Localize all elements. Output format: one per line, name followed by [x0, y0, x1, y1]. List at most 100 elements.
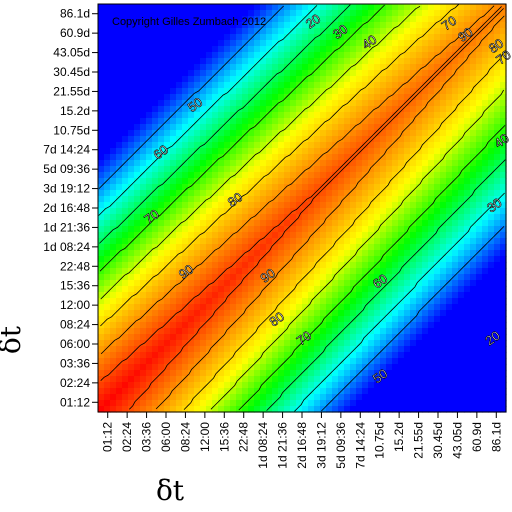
- heatmap-cell: [248, 328, 255, 335]
- heatmap-cell: [170, 328, 177, 335]
- heatmap-cell: [200, 148, 207, 155]
- heatmap-cell: [194, 298, 201, 305]
- heatmap-cell: [362, 88, 369, 95]
- heatmap-cell: [314, 358, 321, 365]
- heatmap-cell: [470, 238, 477, 245]
- heatmap-cell: [248, 118, 255, 125]
- heatmap-cell: [464, 112, 471, 119]
- heatmap-cell: [140, 16, 147, 23]
- heatmap-cell: [500, 262, 507, 269]
- heatmap-cell: [302, 178, 309, 185]
- heatmap-cell: [230, 136, 237, 143]
- heatmap-cell: [488, 382, 495, 389]
- heatmap-cell: [464, 316, 471, 323]
- heatmap-cell: [164, 40, 171, 47]
- heatmap-cell: [332, 52, 339, 59]
- heatmap-cell: [284, 70, 291, 77]
- heatmap-cell: [458, 298, 465, 305]
- heatmap-cell: [422, 322, 429, 329]
- heatmap-cell: [182, 328, 189, 335]
- heatmap-cell: [188, 88, 195, 95]
- heatmap-cell: [146, 202, 153, 209]
- heatmap-cell: [470, 154, 477, 161]
- heatmap-cell: [254, 112, 261, 119]
- heatmap-cell: [122, 256, 129, 263]
- heatmap-cell: [164, 346, 171, 353]
- heatmap-cell: [224, 382, 231, 389]
- heatmap-cell: [452, 10, 459, 17]
- heatmap-cell: [488, 58, 495, 65]
- heatmap-cell: [314, 142, 321, 149]
- heatmap-cell: [176, 184, 183, 191]
- heatmap-cell: [146, 358, 153, 365]
- heatmap-cell: [188, 160, 195, 167]
- heatmap-cell: [428, 388, 435, 395]
- heatmap-cell: [356, 382, 363, 389]
- heatmap-cell: [266, 184, 273, 191]
- heatmap-cell: [146, 16, 153, 23]
- heatmap-cell: [392, 340, 399, 347]
- heatmap-cell: [200, 124, 207, 131]
- heatmap-cell: [176, 256, 183, 263]
- heatmap-cell: [146, 262, 153, 269]
- heatmap-cell: [302, 328, 309, 335]
- heatmap-cell: [488, 34, 495, 41]
- heatmap-cell: [104, 166, 111, 173]
- heatmap-cell: [194, 130, 201, 137]
- heatmap-cell: [248, 130, 255, 137]
- heatmap-cell: [332, 220, 339, 227]
- heatmap-cell: [152, 280, 159, 287]
- heatmap-cell: [338, 196, 345, 203]
- heatmap-cell: [134, 406, 141, 413]
- heatmap-cell: [284, 352, 291, 359]
- heatmap-cell: [314, 112, 321, 119]
- heatmap-cell: [236, 220, 243, 227]
- heatmap-cell: [212, 262, 219, 269]
- heatmap-cell: [434, 214, 441, 221]
- heatmap-cell: [356, 286, 363, 293]
- heatmap-cell: [254, 58, 261, 65]
- heatmap-cell: [428, 238, 435, 245]
- heatmap-cell: [116, 226, 123, 233]
- heatmap-cell: [104, 58, 111, 65]
- heatmap-cell: [158, 118, 165, 125]
- heatmap-cell: [104, 226, 111, 233]
- heatmap-cell: [278, 28, 285, 35]
- heatmap-cell: [368, 142, 375, 149]
- heatmap-cell: [494, 202, 501, 209]
- heatmap-cell: [110, 88, 117, 95]
- heatmap-cell: [278, 112, 285, 119]
- copyright-text: Copyright Gilles Zumbach 2012: [112, 16, 266, 28]
- heatmap-cell: [494, 406, 501, 413]
- heatmap-cell: [218, 238, 225, 245]
- heatmap-cell: [308, 202, 315, 209]
- heatmap-cell: [350, 406, 357, 413]
- heatmap-cell: [98, 220, 105, 227]
- heatmap-cell: [326, 220, 333, 227]
- heatmap-cell: [356, 322, 363, 329]
- heatmap-cell: [182, 382, 189, 389]
- heatmap-cell: [290, 358, 297, 365]
- heatmap-cell: [260, 160, 267, 167]
- heatmap-cell: [476, 112, 483, 119]
- heatmap-cell: [398, 274, 405, 281]
- heatmap-cell: [278, 46, 285, 53]
- heatmap-cell: [230, 316, 237, 323]
- heatmap-cell: [122, 352, 129, 359]
- heatmap-cell: [152, 112, 159, 119]
- heatmap-cell: [326, 196, 333, 203]
- heatmap-cell: [338, 214, 345, 221]
- heatmap-cell: [116, 4, 123, 11]
- heatmap-cell: [398, 82, 405, 89]
- heatmap-cell: [290, 214, 297, 221]
- heatmap-cell: [482, 388, 489, 395]
- heatmap-cell: [260, 298, 267, 305]
- heatmap-cell: [314, 196, 321, 203]
- heatmap-cell: [248, 178, 255, 185]
- heatmap-cell: [308, 46, 315, 53]
- heatmap-cell: [122, 226, 129, 233]
- heatmap-cell: [422, 76, 429, 83]
- heatmap-cell: [422, 274, 429, 281]
- heatmap-cell: [224, 352, 231, 359]
- heatmap-cell: [308, 286, 315, 293]
